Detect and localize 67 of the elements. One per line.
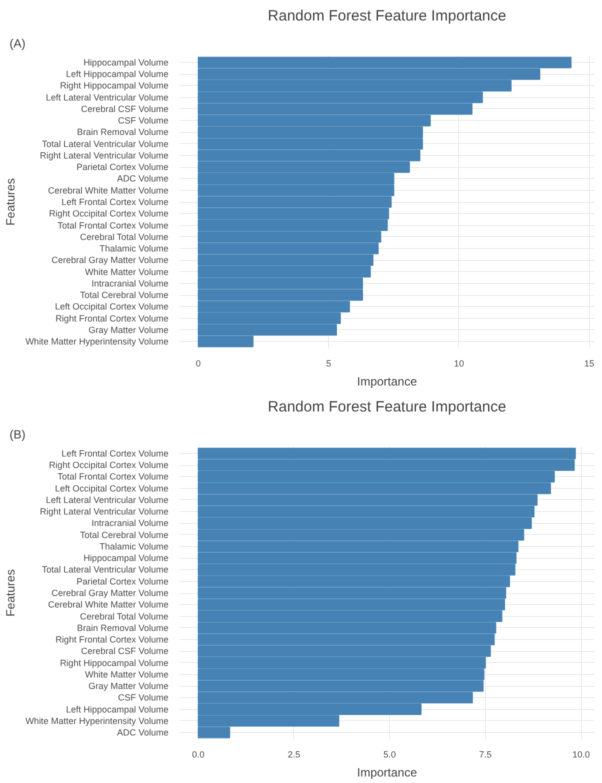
y-tick-label: Cerebral Total Volume [80,611,168,622]
y-tick-label: Left Lateral Ventricular Volume [46,494,169,505]
chart-title: Random Forest Feature Importance [268,8,506,24]
y-tick-label: ADC Volume [116,728,169,738]
y-tick-label: Right Occipital Cortex Volume [48,208,169,219]
y-axis-title: Features [3,178,18,226]
y-tick-label: CSF Volume [118,692,169,703]
y-tick-label: Thalamic Volume [99,541,168,552]
x-tick-label: 5.0 [383,750,396,760]
y-tick-label: Cerebral White Matter Volume [48,600,168,610]
chart-title: Random Forest Feature Importance [268,398,506,416]
y-tick-label: Gray Matter Volume [88,681,168,692]
y-tick-label: Total Frontal Cortex Volume [57,220,169,230]
y-tick-label: Cerebral White Matter Volume [48,185,168,196]
text: (B) [10,428,26,442]
y-tick-label: Hippocampal Volume [83,553,169,564]
y-tick-label: Cerebral CSF Volume [80,646,169,656]
y-tick-label: Right Occipital Cortex Volume [48,460,169,470]
y-tick-label: CSF Volume [118,116,169,126]
y-tick-label: Cerebral CSF Volume [80,104,169,114]
x-tick-label: 10.0 [572,750,590,760]
x-tick-label: 7.5 [479,750,492,760]
y-tick-label: Cerebral Gray Matter Volume [51,255,169,266]
y-tick-label: White Matter Volume [84,266,168,277]
y-tick-label: Right Frontal Cortex Volume [55,634,169,645]
x-tick-label: 0.0 [192,750,205,760]
y-tick-label: Intracranial Volume [91,518,169,528]
y-tick-label: Left Lateral Ventricular Volume [46,92,169,102]
y-tick-label: Left Hippocampal Volume [66,69,169,80]
y-tick-label: Thalamic Volume [99,244,168,254]
y-tick-label: Right Frontal Cortex Volume [55,313,169,324]
x-axis-title: Importance [356,766,418,780]
y-tick-label: ADC Volume [116,174,169,184]
y-tick-label: Parietal Cortex Volume [76,576,169,586]
x-tick-label: 5 [326,358,332,368]
text: (A) [10,36,26,50]
y-tick-label: Intracranial Volume [91,278,169,288]
y-tick-label: Total Frontal Cortex Volume [57,472,169,482]
y-tick-label: White Matter Hyperintensity Volume [25,716,169,726]
y-tick-label: Total Lateral Ventricular Volume [42,138,169,149]
x-tick-label: 2.5 [288,750,300,760]
y-tick-label: Left Hippocampal Volume [66,704,169,714]
y-tick-label: Cerebral Total Volume [80,232,168,242]
x-tick-label: 0 [196,358,201,368]
y-tick-label: Hippocampal Volume [83,57,169,68]
y-tick-label: Total Cerebral Volume [80,290,168,300]
y-axis-title: Features [3,569,18,617]
y-tick-label: Right Lateral Ventricular Volume [40,506,169,517]
x-tick-label: 10 [454,358,464,368]
y-tick-label: Parietal Cortex Volume [76,162,169,172]
y-tick-label: Right Hippocampal Volume [60,80,169,91]
y-tick-label: Left Frontal Cortex Volume [61,197,169,207]
y-tick-label: Brain Removal Volume [76,622,169,633]
x-axis-title: Importance [356,374,418,388]
y-tick-label: White Matter Hyperintensity Volume [25,336,169,347]
y-tick-label: Cerebral Gray Matter Volume [51,588,169,598]
y-tick-label: Brain Removal Volume [76,127,169,138]
y-tick-label: Left Occipital Cortex Volume [54,483,169,494]
y-tick-label: Gray Matter Volume [88,324,168,335]
y-tick-label: Total Lateral Ventricular Volume [42,564,169,575]
x-tick-label: 15 [584,358,594,368]
y-tick-label: Total Cerebral Volume [80,530,168,540]
y-tick-label: White Matter Volume [84,669,168,680]
y-tick-label: Left Occipital Cortex Volume [54,302,169,312]
y-tick-label: Left Frontal Cortex Volume [61,448,169,458]
y-tick-label: Right Lateral Ventricular Volume [40,150,169,160]
y-tick-label: Right Hippocampal Volume [60,658,169,668]
